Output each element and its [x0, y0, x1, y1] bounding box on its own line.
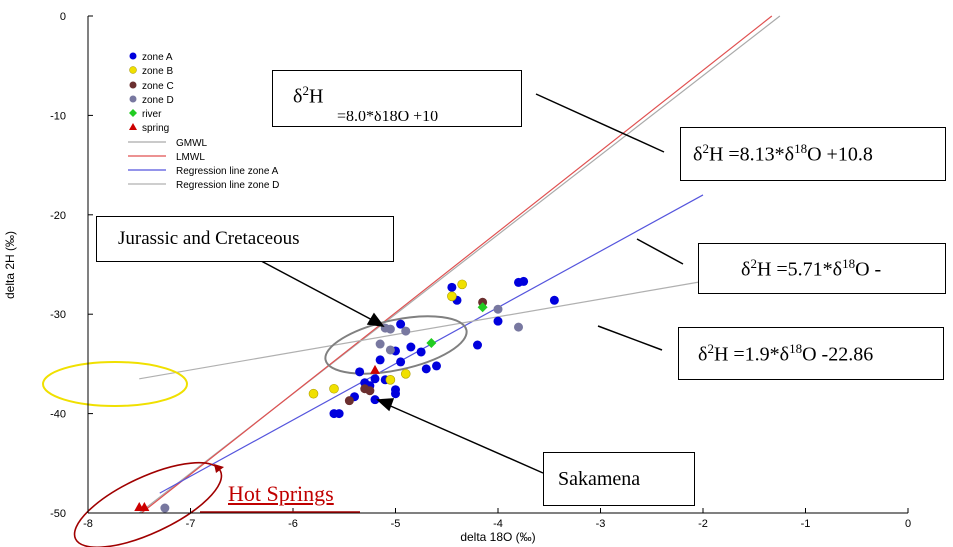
- point-zone-a: [432, 361, 441, 370]
- y-tick-label: -20: [50, 210, 66, 222]
- y-tick-label: -30: [50, 309, 66, 321]
- point-zone-a: [550, 296, 559, 305]
- point-zone-a: [396, 357, 405, 366]
- y-tick-label: 0: [60, 11, 66, 23]
- x-tick-label: -7: [186, 518, 196, 530]
- point-zone-a: [355, 367, 364, 376]
- point-zone-a: [391, 389, 400, 398]
- point-zone-d: [386, 345, 395, 354]
- legend-label-reg-a: Regression line zone A: [176, 166, 279, 177]
- legend-label-zone-a: zone A: [142, 52, 173, 63]
- point-zone-d: [514, 323, 523, 332]
- gmwl-h: H: [309, 86, 323, 108]
- y-tick-label: -50: [50, 508, 66, 520]
- legend-label-reg-d: Regression line zone D: [176, 180, 279, 191]
- x-tick-label: -3: [596, 518, 606, 530]
- point-zone-d: [376, 340, 385, 349]
- point-zone-a: [376, 355, 385, 364]
- point-zone-a: [422, 364, 431, 373]
- point-zone-b: [401, 369, 410, 378]
- point-zone-b: [309, 389, 318, 398]
- label-hot-springs: Hot Springs: [228, 481, 334, 507]
- x-tick-label: -4: [493, 518, 503, 530]
- equation-box-gmwl: δ2H =8.0*δ18O +10: [272, 70, 522, 127]
- point-zone-c: [365, 386, 374, 395]
- equation-box-zone-a: δ2H =5.71*δ18O -: [698, 243, 946, 294]
- point-zone-c: [345, 396, 354, 405]
- point-zone-b: [386, 375, 395, 384]
- legend-marker-zone-d: [130, 96, 137, 103]
- x-tick-label: -2: [698, 518, 708, 530]
- y-tick-label: -10: [50, 110, 66, 122]
- legend-label-river: river: [142, 109, 162, 120]
- point-zone-a: [519, 277, 528, 286]
- legend-label-zone-c: zone C: [142, 81, 174, 92]
- legend-marker-zone-b: [130, 67, 137, 74]
- y-axis-label: delta 2H (‰): [3, 231, 17, 299]
- equation-box-lmwl: δ2H =8.13*δ18O +10.8: [680, 127, 946, 181]
- legend-label-lmwl: LMWL: [176, 152, 205, 163]
- point-zone-d: [386, 325, 395, 334]
- legend-label-zone-d: zone D: [142, 95, 174, 106]
- x-tick-label: -5: [391, 518, 401, 530]
- equation-box-zone-d: δ2H =1.9*δ18O -22.86: [678, 327, 944, 380]
- point-zone-d: [494, 305, 503, 314]
- y-tick-label: -40: [50, 409, 66, 421]
- point-zone-a: [417, 347, 426, 356]
- x-axis-label: delta 18O (‰): [460, 530, 535, 544]
- point-zone-a: [330, 409, 339, 418]
- point-zone-a: [473, 341, 482, 350]
- x-tick-label: -1: [801, 518, 811, 530]
- x-tick-label: -6: [288, 518, 298, 530]
- x-tick-label: -8: [83, 518, 93, 530]
- point-zone-b: [330, 384, 339, 393]
- point-zone-d: [401, 327, 410, 336]
- legend-label-gmwl: GMWL: [176, 138, 208, 149]
- legend-marker-zone-c: [130, 82, 137, 89]
- label-jurassic-cretaceous: Jurassic and Cretaceous: [96, 216, 394, 262]
- gmwl-hidden-line: =8.0*δ18O +10: [337, 111, 521, 121]
- point-zone-d: [160, 504, 169, 513]
- point-zone-a: [447, 283, 456, 292]
- point-zone-b: [447, 292, 456, 301]
- point-zone-b: [458, 280, 467, 289]
- label-sakamena: Sakamena: [543, 452, 695, 506]
- x-tick-label: 0: [905, 518, 911, 530]
- point-zone-a: [494, 317, 503, 326]
- legend-label-spring: spring: [142, 123, 169, 134]
- legend-label-zone-b: zone B: [142, 66, 173, 77]
- legend-marker-zone-a: [130, 53, 137, 60]
- point-zone-a: [406, 343, 415, 352]
